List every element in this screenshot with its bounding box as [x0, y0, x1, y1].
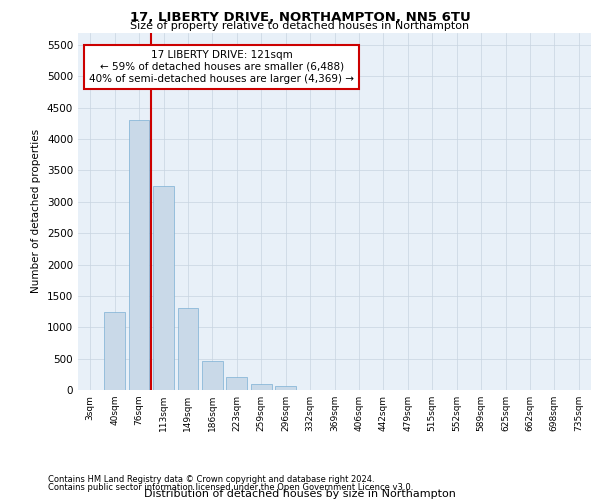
- Text: Contains public sector information licensed under the Open Government Licence v3: Contains public sector information licen…: [48, 483, 413, 492]
- Text: 17, LIBERTY DRIVE, NORTHAMPTON, NN5 6TU: 17, LIBERTY DRIVE, NORTHAMPTON, NN5 6TU: [130, 11, 470, 24]
- Bar: [251, 384, 272, 390]
- Bar: [153, 186, 174, 390]
- Bar: [275, 386, 296, 390]
- Text: Size of property relative to detached houses in Northampton: Size of property relative to detached ho…: [130, 21, 470, 31]
- Text: 17 LIBERTY DRIVE: 121sqm
← 59% of detached houses are smaller (6,488)
40% of sem: 17 LIBERTY DRIVE: 121sqm ← 59% of detach…: [89, 50, 354, 84]
- Bar: [128, 120, 149, 390]
- Text: Distribution of detached houses by size in Northampton: Distribution of detached houses by size …: [144, 489, 456, 499]
- Y-axis label: Number of detached properties: Number of detached properties: [31, 129, 41, 294]
- Bar: [104, 312, 125, 390]
- Bar: [226, 378, 247, 390]
- Bar: [178, 308, 199, 390]
- Text: Contains HM Land Registry data © Crown copyright and database right 2024.: Contains HM Land Registry data © Crown c…: [48, 475, 374, 484]
- Bar: [202, 360, 223, 390]
